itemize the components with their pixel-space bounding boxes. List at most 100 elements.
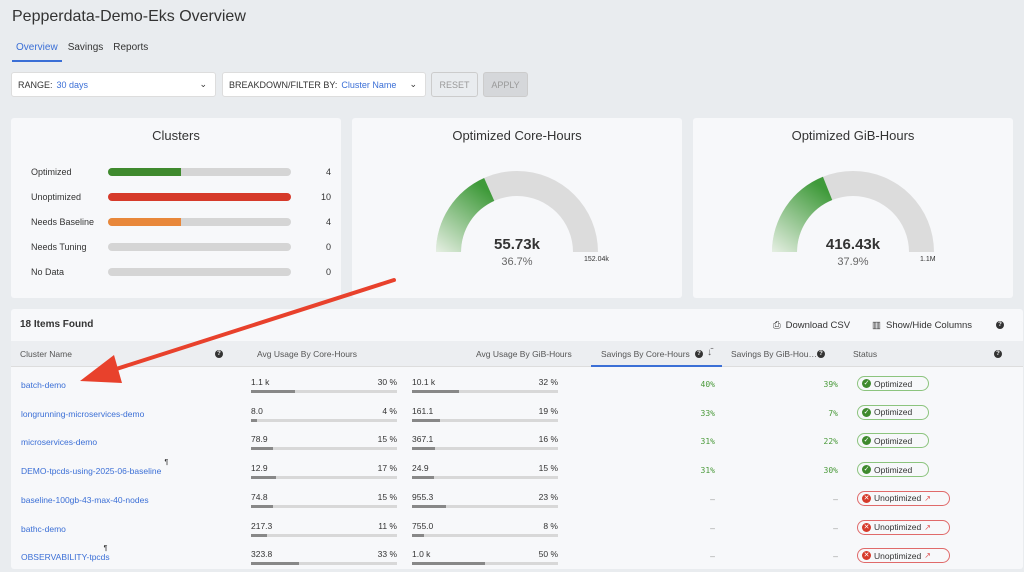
table-row: batch-demo 1.1 k 30 % 10.1 k 32 % 40% 39% … (11, 371, 1023, 400)
gauge-title: Optimized Core-Hours (452, 128, 582, 143)
status-text: Unoptimized (874, 550, 922, 561)
col-savings-gib[interactable]: Savings By GiB-Hou… (731, 349, 817, 359)
cluster-name-link[interactable]: longrunning-microservices-demo (21, 408, 145, 419)
status-count: 4 (325, 167, 331, 177)
check-circle-icon: ✓ (862, 465, 871, 475)
gib-usage-bar (412, 533, 558, 537)
check-circle-icon: ✓ (862, 436, 871, 446)
savings-gib-value: – (833, 523, 838, 533)
status-badge: ✓ Optimized (857, 404, 929, 420)
items-found: 18 Items Found (20, 319, 94, 330)
breakdown-select[interactable]: BREAKDOWN/FILTER BY: Cluster Name ⌄ (222, 72, 426, 97)
table-row: OBSERVABILITY-tpcds ¶ 323.8 33 % 1.0 k 50 … (11, 543, 1023, 572)
show-hide-columns-button[interactable]: ▥ Show/Hide Columns (872, 320, 972, 331)
help-icon[interactable]: ? (994, 350, 1002, 358)
gib-usage-percent: 19 % (538, 405, 558, 416)
gauge-chart (436, 171, 598, 252)
download-csv-button[interactable]: ⎙ Download CSV (773, 320, 850, 331)
savings-gib-value: 30% (823, 466, 838, 476)
tab-overview[interactable]: Overview (12, 40, 62, 62)
cluster-name-link[interactable]: bathc-demo (21, 523, 66, 534)
status-label: Unoptimized (31, 192, 82, 202)
cluster-name-link[interactable]: DEMO-tpcds-using-2025-06-baseline (21, 466, 162, 477)
core-usage-bar (251, 447, 397, 451)
chevron-down-icon: ⌄ (199, 79, 207, 89)
gib-usage-bar (412, 390, 558, 393)
status-badge: ✓ Optimized (857, 462, 929, 478)
gauge-chart (772, 171, 934, 252)
col-core-usage[interactable]: Avg Usage By Core-Hours (257, 349, 357, 359)
download-icon: ⎙ (773, 320, 781, 331)
status-bar-fill (108, 193, 291, 201)
gauge-max: 1.1M (920, 256, 936, 263)
core-usage-bar-fill (251, 562, 300, 566)
status-bar (108, 243, 291, 251)
status-text: Unoptimized (874, 522, 922, 532)
external-link-icon: ↗ (924, 493, 931, 503)
gauge-value: 416.43k (825, 236, 881, 253)
core-usage-percent: 15 % (377, 434, 397, 445)
status-bar-fill (108, 168, 182, 176)
cluster-name-link[interactable]: batch-demo (21, 380, 66, 390)
table-row: DEMO-tpcds-using-2025-06-baseline ¶ 12.9… (11, 457, 1023, 486)
col-cluster-name[interactable]: Cluster Name (20, 349, 72, 359)
savings-gib-value: 7% (828, 408, 838, 418)
tabs: Overview Savings Reports (12, 40, 154, 62)
help-icon[interactable]: ? (996, 321, 1004, 329)
core-usage-percent: 17 % (377, 463, 397, 474)
sort-icon[interactable]: ↓̄ (707, 347, 712, 358)
col-savings-core[interactable]: Savings By Core-Hours (601, 349, 690, 359)
core-usage-bar-fill (251, 418, 257, 422)
savings-core-value: 31% (700, 466, 715, 476)
status-badge[interactable]: ✕ Unoptimized ↗ (857, 548, 950, 564)
gib-usage-bar (412, 562, 558, 566)
range-select[interactable]: RANGE: 30 days ⌄ (11, 72, 216, 97)
core-usage-bar (251, 504, 397, 508)
x-circle-icon: ✕ (862, 551, 871, 561)
tab-reports[interactable]: Reports (113, 42, 149, 53)
status-label: Optimized (31, 167, 72, 177)
download-label: Download CSV (785, 320, 851, 331)
savings-gib-value: 22% (823, 437, 838, 447)
gauge-title: Optimized GiB-Hours (791, 128, 915, 143)
gib-hours-card: Optimized GiB-Hours 416.43k 37.9% 1.1M (693, 118, 1013, 298)
col-gib-usage[interactable]: Avg Usage By GiB-Hours (476, 349, 572, 359)
gib-usage-value: 1.0 k (412, 549, 431, 560)
gib-usage-bar-fill (412, 447, 436, 451)
gauge-max: 152.04k (584, 256, 609, 263)
status-bar-fill (108, 218, 182, 226)
columns-icon: ▥ (872, 320, 881, 331)
tab-savings[interactable]: Savings (67, 42, 104, 53)
gauge-percent: 37.9% (837, 256, 869, 268)
status-text: Optimized (874, 435, 913, 446)
status-count: 0 (325, 267, 331, 277)
reset-button[interactable]: RESET (431, 72, 478, 97)
cluster-status-row: Optimized 4 (31, 167, 331, 177)
cluster-name-link[interactable]: baseline-100gb-43-max-40-nodes (21, 494, 149, 505)
core-usage-bar-fill (251, 447, 273, 451)
col-status[interactable]: Status (853, 349, 878, 359)
core-usage-bar (251, 533, 397, 537)
status-bar (108, 218, 291, 226)
cluster-name-link[interactable]: microservices-demo (21, 437, 98, 448)
gib-usage-bar-fill (412, 476, 434, 480)
chevron-down-icon: ⌄ (409, 79, 417, 89)
help-icon[interactable]: ? (215, 350, 223, 358)
cluster-status-row: Needs Tuning 0 (31, 242, 331, 252)
apply-button[interactable]: APPLY (483, 72, 528, 97)
clusters-card: Clusters Optimized 4 Unoptimized 10 Needs Ba… (11, 118, 341, 298)
core-usage-value: 12.9 (251, 463, 268, 474)
external-link-icon: ↗ (924, 551, 931, 561)
help-icon[interactable]: ? (695, 350, 703, 358)
status-badge[interactable]: ✕ Unoptimized ↗ (857, 490, 950, 506)
help-icon[interactable]: ? (817, 350, 825, 358)
status-bar (108, 168, 291, 176)
gib-usage-percent: 15 % (538, 463, 558, 474)
page-title: Pepperdata-Demo-Eks Overview (12, 8, 246, 25)
breakdown-label: BREAKDOWN/FILTER BY: (229, 79, 338, 90)
status-count: 10 (320, 192, 331, 202)
cluster-name-link[interactable]: OBSERVABILITY-tpcds (21, 552, 110, 563)
cluster-status-row: No Data 0 (31, 267, 331, 277)
status-badge[interactable]: ✕ Unoptimized ↗ (857, 519, 950, 535)
